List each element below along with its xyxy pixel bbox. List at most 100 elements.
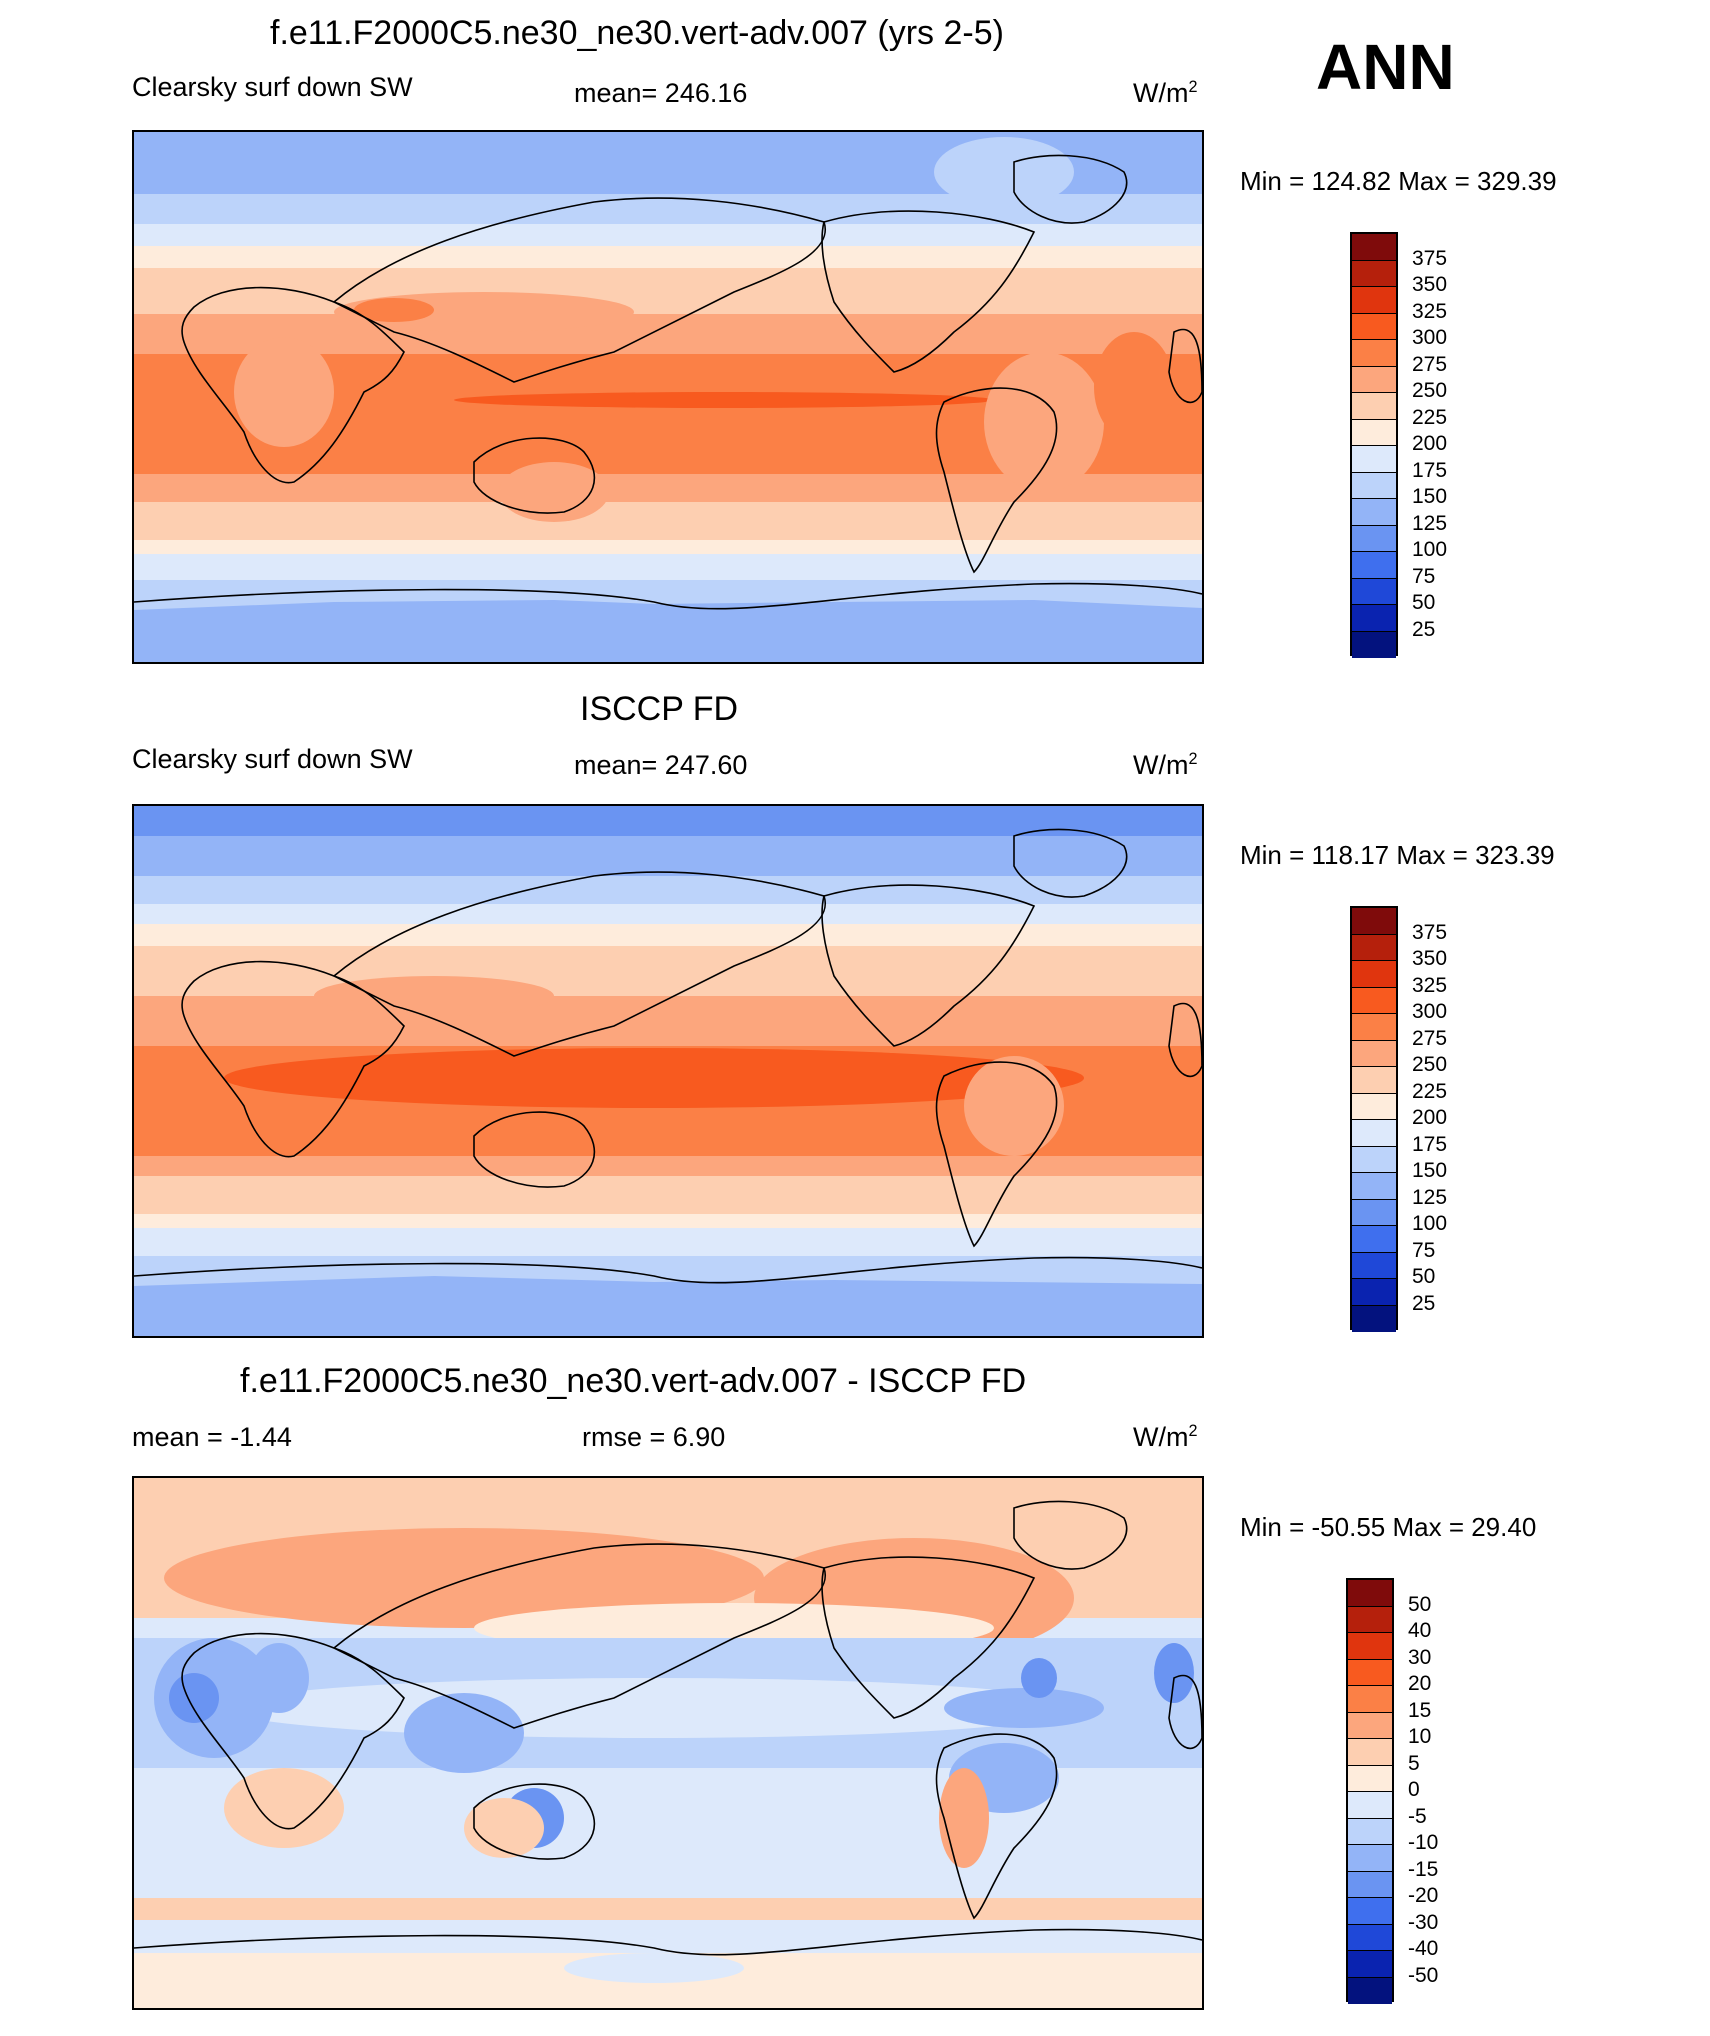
colorbar [1346, 1578, 1394, 2004]
map-panel-model [132, 130, 1204, 664]
colorbar-tick-label: 300 [1412, 1000, 1448, 1023]
colorbar-tick-label: 5 [1408, 1751, 1420, 1775]
colorbar-tick-label: 150 [1412, 485, 1448, 508]
colorbar-segment [1348, 1898, 1392, 1925]
colorbar-tick-label: 275 [1412, 352, 1448, 376]
colorbar-segment [1352, 934, 1396, 961]
colorbar-tick-label: 100 [1412, 1212, 1448, 1235]
units-label: W/m2 [1133, 1422, 1198, 1452]
mean-label: mean= 246.16 [574, 78, 748, 108]
colorbar-tick-label: 50 [1412, 591, 1436, 614]
colorbar-tick-label: 10 [1408, 1725, 1432, 1748]
colorbar-tick-label: 50 [1408, 1592, 1432, 1616]
colorbar-segment [1352, 1067, 1396, 1094]
field-label: Clearsky surf down SW [132, 744, 413, 774]
colorbar-tick-label: -50 [1408, 1963, 1439, 1987]
colorbar-segment [1348, 1871, 1392, 1898]
colorbar-segment [1352, 393, 1396, 420]
colorbar-segment [1348, 1845, 1392, 1872]
colorbar-segment [1348, 1951, 1392, 1978]
minmax-label: Min = -50.55 Max = 29.40 [1240, 1512, 1537, 1542]
colorbar-segment [1348, 1924, 1392, 1951]
colorbar-segment [1352, 446, 1396, 473]
colorbar-segment [1352, 419, 1396, 446]
colorbar-tick-label: 75 [1412, 564, 1436, 588]
colorbar-tick-label: 20 [1408, 1672, 1432, 1695]
colorbar-tick-label: 300 [1412, 326, 1448, 349]
colorbar-tick-label: 350 [1412, 273, 1448, 296]
colorbar-tick-label: 40 [1408, 1619, 1432, 1642]
colorbar-tick-label: 375 [1412, 920, 1448, 944]
colorbar-segment [1348, 1606, 1392, 1633]
colorbar-segment [1352, 313, 1396, 340]
colorbar-tick-label: 275 [1412, 1026, 1448, 1050]
colorbar-tick-label: 200 [1412, 432, 1448, 455]
colorbar-segment [1352, 340, 1396, 367]
mean-label: mean = -1.44 [132, 1422, 292, 1452]
map-field-model [134, 132, 1202, 662]
colorbar-tick-label: 25 [1412, 1291, 1436, 1315]
panel-title: ISCCP FD [580, 690, 739, 728]
colorbar-tick-label: 125 [1412, 1185, 1448, 1209]
colorbar-segment [1348, 1977, 1392, 2004]
colorbar-tick-label: 50 [1412, 1265, 1436, 1288]
mean-label: mean= 247.60 [574, 750, 748, 780]
colorbar-tick-label: 0 [1408, 1778, 1420, 1801]
panel-title: f.e11.F2000C5.ne30_ne30.vert-adv.007 (yr… [270, 14, 1004, 52]
colorbar-tick-label: -10 [1408, 1831, 1439, 1854]
colorbar-segment [1348, 1712, 1392, 1739]
colorbar-tick-label: 225 [1412, 1079, 1448, 1103]
colorbar-tick-label: 175 [1412, 458, 1448, 482]
units-label: W/m2 [1133, 750, 1198, 780]
colorbar-segment [1348, 1792, 1392, 1819]
colorbar-tick-label: 325 [1412, 299, 1448, 323]
colorbar-tick-label: -5 [1408, 1804, 1427, 1828]
colorbar-segment [1352, 525, 1396, 552]
colorbar-tick-label: 250 [1412, 1053, 1448, 1076]
colorbar-segment [1352, 1146, 1396, 1173]
colorbar-tick-label: 250 [1412, 379, 1448, 402]
colorbar-segment [1352, 366, 1396, 393]
colorbar-tick-label: 175 [1412, 1132, 1448, 1156]
colorbar-tick-label: 100 [1412, 538, 1448, 561]
map-field-obs [134, 806, 1202, 1336]
colorbar-segment [1348, 1659, 1392, 1686]
colorbar-tick-label: 15 [1408, 1698, 1432, 1722]
minmax-label: Min = 124.82 Max = 329.39 [1240, 166, 1557, 196]
colorbar [1350, 906, 1398, 1332]
colorbar-segment [1352, 260, 1396, 287]
colorbar-tick-label: 75 [1412, 1238, 1436, 1262]
map-field-diff [134, 1478, 1202, 2008]
colorbar-segment [1348, 1580, 1392, 1607]
colorbar-segment [1352, 908, 1396, 935]
colorbar-segment [1348, 1818, 1392, 1845]
rmse-label: rmse = 6.90 [582, 1422, 726, 1452]
colorbar-segment [1352, 1199, 1396, 1226]
colorbar-tick-label: -15 [1408, 1857, 1439, 1881]
colorbar [1350, 232, 1398, 658]
colorbar-segment [1352, 1120, 1396, 1147]
colorbar-segment [1352, 287, 1396, 314]
colorbar-tick-label: 350 [1412, 947, 1448, 970]
field-label: Clearsky surf down SW [132, 72, 413, 102]
colorbar-segment [1352, 234, 1396, 261]
colorbar-tick-label: -40 [1408, 1937, 1439, 1960]
colorbar-tick-label: -20 [1408, 1884, 1439, 1907]
colorbar-segment [1352, 1305, 1396, 1332]
colorbar-tick-label: 375 [1412, 246, 1448, 270]
colorbar-segment [1352, 472, 1396, 499]
colorbar-segment [1352, 961, 1396, 988]
colorbar-segment [1352, 605, 1396, 632]
map-panel-diff [132, 1476, 1204, 2010]
colorbar-tick-label: -30 [1408, 1910, 1439, 1934]
colorbar-segment [1352, 1093, 1396, 1120]
colorbar-segment [1352, 1014, 1396, 1041]
colorbar-segment [1348, 1739, 1392, 1766]
units-label: W/m2 [1133, 78, 1198, 108]
colorbar-tick-label: 200 [1412, 1106, 1448, 1129]
colorbar-tick-label: 150 [1412, 1159, 1448, 1182]
colorbar-segment [1352, 1252, 1396, 1279]
colorbar-tick-label: 25 [1412, 617, 1436, 641]
colorbar-segment [1348, 1686, 1392, 1713]
colorbar-segment [1352, 578, 1396, 605]
